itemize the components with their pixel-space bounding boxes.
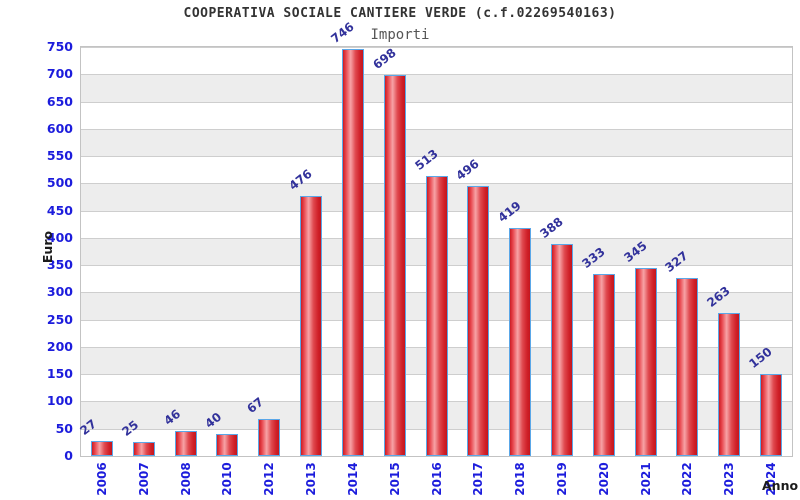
x-tick-label: 2007 [136,462,151,496]
y-tick-label: 750 [46,39,73,54]
bar [634,267,657,456]
y-tick-label: 150 [46,366,73,382]
bar [383,75,406,456]
bar [718,312,741,456]
x-axis-title: Anno [762,478,799,493]
x-tick-label: 2015 [387,462,402,496]
y-tick-label: 700 [46,66,73,82]
x-tick-label: 2020 [596,462,611,496]
y-tick-label: 100 [46,393,73,409]
grid-band [81,128,792,157]
bar [509,227,532,456]
bar [300,196,323,456]
x-tick-label: 2021 [638,462,653,496]
bar [258,419,281,456]
y-tick-label: 300 [46,284,73,300]
bar [216,434,239,456]
x-tick-label: 2014 [345,462,360,496]
y-tick-label: 350 [46,257,73,273]
y-tick-label: 200 [46,338,73,354]
x-tick-label: 2022 [680,462,695,496]
grid-band [81,47,792,75]
bar [425,176,448,456]
y-tick-label: 500 [46,175,73,191]
x-tick-label: 2010 [220,462,235,496]
y-tick-label: 600 [46,120,73,136]
bar [550,244,573,456]
bar [592,274,615,456]
bar [132,442,155,456]
x-tick-label: 2023 [722,462,737,496]
bar [90,441,113,456]
bar [341,49,364,456]
bar [676,277,699,456]
y-axis-title: Euro [40,230,55,264]
x-tick-label: 2012 [262,462,277,496]
x-tick-label: 2013 [304,462,319,496]
y-tick-label: 450 [46,202,73,218]
bar [467,185,490,456]
plot-area: 0 50 100 150 200 250 300 350 400 450 500 550 600 650 7… [47,20,793,496]
bar [174,430,197,456]
x-tick-label: 2008 [178,462,193,496]
y-tick-label: 50 [55,420,73,436]
chart-title: COOPERATIVA SOCIALE CANTIERE VERDE (c.f.… [183,6,617,21]
y-tick-label: 550 [46,148,73,164]
x-tick-label: 2017 [471,462,486,496]
y-tick-label: 400 [46,229,73,245]
grid-band [81,74,792,102]
y-tick-label: 650 [46,93,73,109]
y-tick-label: 0 [64,448,73,463]
x-tick-label: 2018 [513,462,528,496]
legend-label: Importi [370,27,430,43]
y-tick-label: 250 [46,311,73,327]
x-tick-label: 2016 [429,462,444,496]
grid-band [81,101,792,129]
bar [760,374,783,456]
x-tick-label: 2019 [554,462,569,496]
x-tick-label: 2006 [94,462,109,496]
